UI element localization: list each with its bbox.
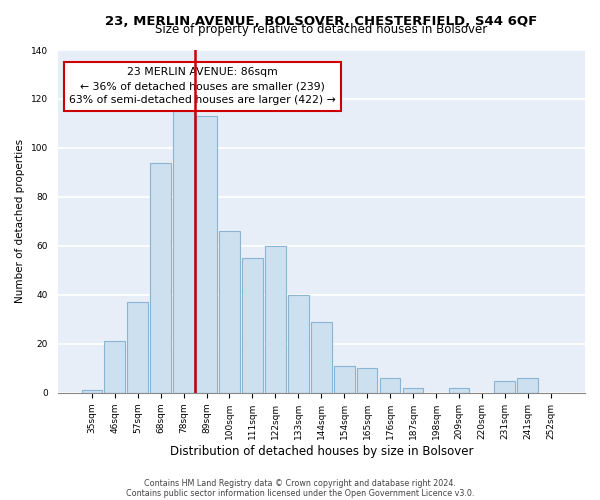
Y-axis label: Number of detached properties: Number of detached properties: [15, 140, 25, 304]
Bar: [380, 378, 400, 393]
Bar: [104, 342, 125, 393]
Bar: [151, 162, 171, 393]
Bar: [311, 322, 332, 393]
Bar: [334, 366, 355, 393]
Bar: [288, 295, 308, 393]
X-axis label: Distribution of detached houses by size in Bolsover: Distribution of detached houses by size …: [170, 444, 473, 458]
Bar: [494, 380, 515, 393]
Bar: [242, 258, 263, 393]
Bar: [449, 388, 469, 393]
Text: Contains HM Land Registry data © Crown copyright and database right 2024.: Contains HM Land Registry data © Crown c…: [144, 478, 456, 488]
Text: Size of property relative to detached houses in Bolsover: Size of property relative to detached ho…: [155, 24, 487, 36]
Bar: [173, 104, 194, 393]
Bar: [517, 378, 538, 393]
Bar: [127, 302, 148, 393]
Bar: [403, 388, 424, 393]
Bar: [357, 368, 377, 393]
Text: 23 MERLIN AVENUE: 86sqm
← 36% of detached houses are smaller (239)
63% of semi-d: 23 MERLIN AVENUE: 86sqm ← 36% of detache…: [69, 67, 336, 105]
Bar: [196, 116, 217, 393]
Bar: [219, 231, 240, 393]
Bar: [265, 246, 286, 393]
Bar: [82, 390, 102, 393]
Title: 23, MERLIN AVENUE, BOLSOVER, CHESTERFIELD, S44 6QF: 23, MERLIN AVENUE, BOLSOVER, CHESTERFIEL…: [105, 15, 538, 28]
Text: Contains public sector information licensed under the Open Government Licence v3: Contains public sector information licen…: [126, 488, 474, 498]
